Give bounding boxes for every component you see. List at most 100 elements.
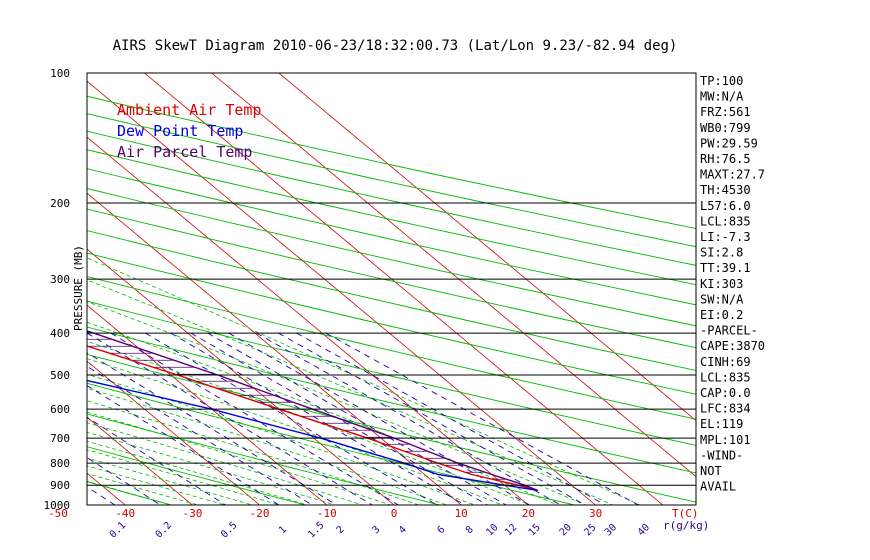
bottom-temp-tick-label: -10 [317, 507, 337, 520]
mixing-ratio-label: 40 [636, 522, 652, 538]
cape-hatch [87, 331, 528, 487]
bottom-temp-tick-label: 30 [589, 507, 602, 520]
isotherm-line [211, 73, 696, 478]
dry-adiabat-line [87, 230, 696, 371]
isotherm-line [144, 73, 664, 505]
index-entry: LCL:835 [700, 370, 751, 384]
mixing-ratio-line [296, 332, 607, 505]
mixing-ratio-line [325, 332, 640, 505]
pressure-tick-label: 500 [50, 369, 70, 382]
mixing-ratio-label: 6 [435, 524, 447, 536]
mixing-ratio-line [228, 332, 531, 505]
dry-adiabat-line [87, 276, 696, 420]
isotherm-line [87, 360, 260, 505]
index-entry: RH:76.5 [700, 152, 751, 166]
mixing-ratio-label: 1.5 [306, 520, 327, 541]
moist-adiabat-line [87, 400, 420, 505]
dry-adiabat-line [87, 149, 696, 286]
index-entry: L57:6.0 [700, 199, 751, 213]
isotherm-line [87, 80, 596, 505]
mixing-ratio-label: 4 [397, 524, 409, 536]
index-entry: NOT [700, 464, 722, 478]
dry-adiabat-line [87, 168, 696, 306]
moist-adiabat-line [87, 373, 476, 505]
index-entry: -WIND- [700, 448, 743, 462]
pressure-tick-label: 1000 [44, 499, 71, 512]
index-entry: CAP:0.0 [700, 386, 751, 400]
mixing-ratio-line [110, 332, 400, 505]
legend: Ambient Air Temp Dew Point Temp Air Parcel… [117, 101, 262, 161]
mixing-ratio-line [87, 416, 227, 505]
bottom-temp-tick-label: -20 [250, 507, 270, 520]
moist-adiabat-line [87, 449, 282, 505]
legend-entry: Ambient Air Temp [117, 101, 262, 119]
bottom-temp-tick-label: -50 [48, 507, 68, 520]
mixing-ratio-label: 1 [277, 524, 289, 536]
bottom-temp-tick-label: 0 [391, 507, 398, 520]
isotherm-line [87, 416, 193, 505]
bottom-temp-tick-label: -30 [182, 507, 202, 520]
pressure-tick-label: 300 [50, 273, 70, 286]
bottom-temp-tick-label: -40 [115, 507, 135, 520]
dry-adiabat-line [87, 188, 696, 327]
dry-adiabat-line [87, 130, 696, 266]
mixing-ratio-line [278, 332, 586, 505]
mixing-ratio-label: 8 [464, 524, 476, 536]
mixing-ratio-label: 12 [503, 522, 519, 538]
index-entry: MAXT:27.7 [700, 168, 765, 182]
mixing-ratio-label: 2 [335, 524, 347, 536]
mixing-ratio-label: 0.2 [154, 520, 175, 541]
moist-adiabat-line [87, 279, 614, 505]
mixing-ratio-label: 25 [582, 522, 598, 538]
index-entry: TH:4530 [700, 183, 751, 197]
mixing-ratio-label: 20 [558, 522, 574, 538]
pressure-tick-label: 800 [50, 457, 70, 470]
bottom-temp-tick-labels: -50 -40 -30 -20 -10 0 10 20 30 T(C) [48, 507, 698, 520]
chart-title: AIRS SkewT Diagram 2010-06-23/18:32:00.7… [113, 38, 678, 54]
index-entry: LCL:835 [700, 214, 751, 228]
dry-adiabat-line [87, 382, 577, 505]
bottom-temp-tick-label: 10 [455, 507, 468, 520]
isotherm-line [278, 73, 696, 422]
mixing-ratio-line [87, 332, 374, 505]
isotherm-line [87, 136, 529, 505]
index-entry: CAPE:3870 [700, 339, 765, 353]
index-entry: MW:N/A [700, 90, 744, 104]
mixing-ratio-unit: r(g/kg) [663, 519, 709, 532]
series-line-dewpoint [87, 379, 538, 492]
moist-adiabat-line [87, 480, 173, 505]
temp-unit-label: T(C) [672, 507, 699, 520]
index-entry: KI:303 [700, 277, 743, 291]
index-entry: FRZ:561 [700, 105, 751, 119]
mixing-ratio-line [87, 365, 314, 505]
dry-adiabat-line [87, 326, 696, 474]
mixing-ratio-label: 15 [527, 522, 543, 538]
isotherm-line [87, 304, 328, 505]
index-entry: SI:2.8 [700, 246, 743, 260]
dry-adiabat-line [87, 413, 442, 505]
index-entry: TP:100 [700, 74, 743, 88]
isotherm-line [87, 192, 462, 505]
moist-adiabat-line [87, 465, 227, 505]
index-entry: LI:-7.3 [700, 230, 751, 244]
bottom-temp-tick-label: 20 [522, 507, 535, 520]
mixing-ratio-line [87, 457, 162, 505]
pressure-tick-label: 100 [50, 67, 70, 80]
moist-adiabat-line [87, 431, 337, 505]
legend-entry: Dew Point Temp [117, 122, 243, 140]
moist-adiabat-line [87, 411, 392, 505]
index-entry: MPL:101 [700, 433, 751, 447]
moist-adiabat-line [87, 358, 504, 505]
moist-adiabat-line [87, 473, 200, 505]
mixing-ratio-label: 30 [603, 522, 619, 538]
moist-adiabat-line [87, 301, 587, 505]
mixing-ratio-line [87, 352, 338, 505]
index-entry: TT:39.1 [700, 261, 751, 275]
index-entry: CINH:69 [700, 355, 751, 369]
dry-adiabat-line [87, 300, 696, 446]
mixing-ratio-label: 3 [371, 524, 383, 536]
pressure-tick-labels: 100 200 300 400 500 600 700 800 900 1000 [44, 67, 71, 512]
